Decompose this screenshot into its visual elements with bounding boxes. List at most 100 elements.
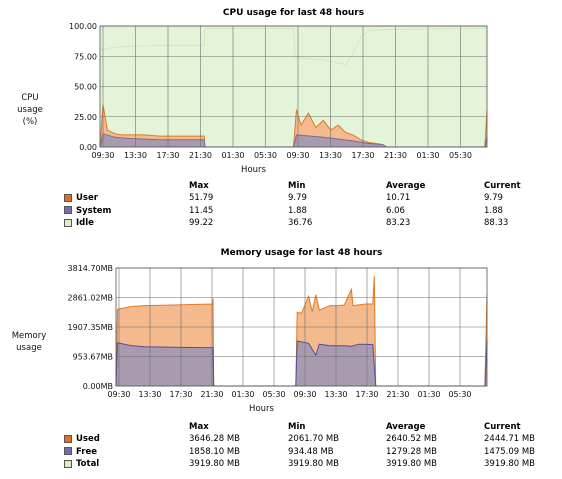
cell-min: 9.79 [288, 193, 307, 204]
cpu-stats-row-system: System 11.45 1.88 6.06 1.88 [64, 205, 544, 217]
row-label: Total [76, 459, 100, 470]
x-tick-label: 17:30 [355, 390, 378, 399]
y-tick-label: 25.00 [74, 113, 97, 122]
x-tick-label: 09:30 [293, 390, 316, 399]
x-tick-label: 13:30 [124, 151, 147, 160]
row-label: Used [76, 434, 100, 445]
user-swatch [64, 193, 72, 202]
x-tick-label: 05:30 [254, 151, 277, 160]
col-min: Min [288, 422, 306, 433]
series-line-free [115, 340, 488, 387]
col-average: Average [386, 422, 426, 433]
x-tick-label: 05:30 [449, 151, 472, 160]
x-tick-label: 09:30 [286, 151, 309, 160]
cell-max: 51.79 [189, 193, 214, 204]
total-swatch [64, 459, 72, 468]
cell-cur: 88.33 [484, 218, 509, 229]
y-tick-label: 0.00 [79, 143, 97, 152]
x-tick-label: 09:30 [107, 390, 130, 399]
cell-cur: 2444.71 MB [484, 434, 536, 445]
x-tick-label: 21:30 [200, 390, 223, 399]
cell-max: 3646.28 MB [189, 434, 241, 445]
y-tick-label: 1907.35MB [68, 323, 113, 332]
series-line-used [115, 276, 488, 387]
x-axis-label: Hours [241, 165, 266, 175]
col-current: Current [484, 181, 521, 192]
col-average: Average [386, 181, 426, 192]
cell-min: 934.48 MB [288, 446, 334, 457]
idle-swatch [64, 218, 72, 227]
x-tick-label: 05:30 [448, 390, 471, 399]
y-tick-label: 3814.70MB [68, 264, 113, 273]
col-min: Min [288, 181, 306, 192]
x-tick-label: 17:30 [156, 151, 179, 160]
cell-min: 1.88 [288, 205, 307, 216]
cell-max: 1858.10 MB [189, 446, 241, 457]
x-tick-label: 01:30 [417, 390, 440, 399]
series-area-system [100, 133, 487, 147]
cell-cur: 1.88 [484, 205, 503, 216]
x-tick-label: 01:30 [231, 390, 254, 399]
cpu-chart: CPU usage for last 48 hours 09:30 13:30 17:… [0, 0, 562, 236]
cell-max: 3919.80 MB [189, 459, 241, 470]
col-max: Max [189, 422, 209, 433]
cell-min: 36.76 [288, 218, 313, 229]
chart-title: CPU usage for last 48 hours [223, 8, 364, 18]
memory-stats-table: Max Min Average Current Used 3646.28 MB … [64, 421, 544, 470]
col-max: Max [189, 181, 209, 192]
memory-chart: Memory usage for last 48 hours 09:30 13:30… [0, 240, 562, 478]
row-label: System [76, 205, 112, 216]
series-line-user [99, 104, 488, 148]
x-tick-label: 01:30 [416, 151, 439, 160]
series-line-idle [99, 27, 488, 66]
row-label: Idle [76, 218, 94, 229]
x-tick-label: 01:30 [221, 151, 244, 160]
cell-avg: 3919.80 MB [386, 459, 438, 470]
y-tick-label: 0.00MB [83, 382, 113, 391]
y-tick-label: 2861.02MB [68, 294, 113, 303]
y-axis-label: CPU usage (%) [17, 93, 43, 127]
cell-cur: 1475.09 MB [484, 446, 536, 457]
x-tick-label: 09:30 [91, 151, 114, 160]
cpu-stats-row-user: User 51.79 9.79 10.71 9.79 [64, 192, 544, 204]
cpu-stats-row-idle: Idle 99.22 36.76 83.23 88.33 [64, 217, 544, 229]
free-swatch [64, 447, 72, 456]
system-swatch [64, 206, 72, 215]
memory-stats-row-total: Total 3919.80 MB 3919.80 MB 3919.80 MB 3… [64, 458, 544, 470]
cpu-stats-table: Max Min Average Current User 51.79 9.79 … [64, 180, 544, 229]
x-tick-label: 17:30 [351, 151, 374, 160]
cpu-stats-header: Max Min Average Current [64, 180, 544, 192]
series-area-free [116, 340, 487, 386]
plot-frame [99, 25, 488, 148]
y-tick-label: 100.00 [69, 22, 97, 31]
row-label: Free [76, 446, 97, 457]
y-axis-label: Memory usage [12, 331, 47, 353]
x-tick-label: 13:30 [324, 390, 347, 399]
memory-stats-row-used: Used 3646.28 MB 2061.70 MB 2640.52 MB 24… [64, 433, 544, 445]
cell-min: 3919.80 MB [288, 459, 340, 470]
cell-avg: 10.71 [386, 193, 411, 204]
cpu-chart-svg: CPU usage for last 48 hours 09:30 13:30 17:… [17, 8, 488, 175]
y-tick-label: 75.00 [74, 52, 97, 61]
used-swatch [64, 434, 72, 443]
cell-cur: 9.79 [484, 193, 503, 204]
y-tick-label: 953.67MB [73, 353, 113, 362]
x-tick-label: 21:30 [384, 151, 407, 160]
x-tick-label: 17:30 [169, 390, 192, 399]
cell-cur: 3919.80 MB [484, 459, 536, 470]
cell-avg: 6.06 [386, 205, 405, 216]
cell-max: 11.45 [189, 205, 214, 216]
memory-stats-row-free: Free 1858.10 MB 934.48 MB 1279.28 MB 147… [64, 446, 544, 458]
cell-avg: 83.23 [386, 218, 411, 229]
col-current: Current [484, 422, 521, 433]
x-tick-label: 13:30 [319, 151, 342, 160]
x-axis-label: Hours [249, 404, 274, 414]
cell-avg: 2640.52 MB [386, 434, 438, 445]
x-tick-label: 21:30 [386, 390, 409, 399]
memory-stats-header: Max Min Average Current [64, 421, 544, 433]
memory-chart-svg: Memory usage for last 48 hours 09:30 13:30… [12, 248, 488, 414]
plot-frame [115, 267, 488, 387]
x-tick-label: 05:30 [262, 390, 285, 399]
y-tick-label: 50.00 [74, 83, 97, 92]
cell-avg: 1279.28 MB [386, 446, 438, 457]
